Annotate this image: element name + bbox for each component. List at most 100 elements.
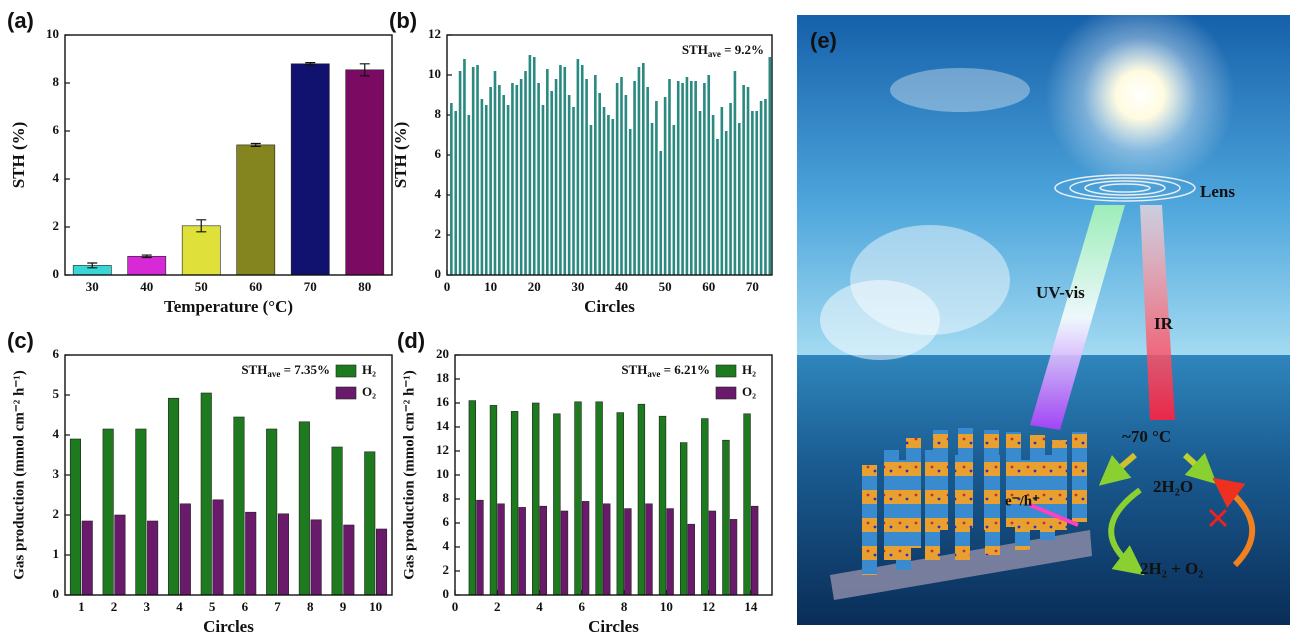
- products-label: 2H₂ + O₂: [1140, 559, 1203, 578]
- bar: [179, 503, 191, 596]
- x-tick-label: 80: [358, 279, 371, 294]
- bar: [724, 131, 728, 275]
- y-tick-label: 6: [53, 122, 60, 137]
- bar: [668, 79, 671, 275]
- y-tick-label: 12: [436, 442, 449, 457]
- bar: [331, 446, 343, 596]
- ir-label: IR: [1154, 314, 1174, 333]
- bar: [524, 71, 527, 275]
- bar: [484, 105, 488, 275]
- x-tick-label: 10: [660, 599, 673, 614]
- bar: [290, 63, 330, 276]
- error-bar: [141, 254, 152, 259]
- plot-frame: [454, 354, 773, 596]
- bar: [553, 413, 561, 596]
- x-tick-label: 6: [242, 599, 249, 614]
- bar: [364, 451, 376, 596]
- x-axis-label: Circles: [203, 617, 254, 635]
- bar: [681, 83, 684, 275]
- x-tick-label: 50: [195, 279, 208, 294]
- x-tick-label: 6: [579, 599, 586, 614]
- bar: [532, 57, 536, 275]
- y-tick-label: 4: [443, 538, 450, 553]
- legend-swatch: [715, 364, 737, 378]
- bar: [498, 85, 501, 275]
- bar: [147, 520, 159, 596]
- y-tick-label: 20: [436, 346, 449, 361]
- bar: [642, 63, 645, 275]
- bar: [611, 119, 615, 275]
- bar: [550, 91, 554, 275]
- bar: [266, 428, 278, 596]
- y-tick-label: 0: [443, 586, 450, 601]
- bar: [245, 511, 257, 596]
- y-tick-label: 14: [436, 418, 450, 433]
- bar: [563, 67, 567, 275]
- panel-label: (d): [397, 328, 425, 353]
- bar: [168, 397, 180, 596]
- x-tick-label: 60: [702, 279, 715, 294]
- annotation-main: STH: [621, 362, 647, 377]
- legend-swatch: [335, 386, 357, 400]
- panel-label: (c): [7, 328, 34, 353]
- cloud: [890, 68, 1030, 112]
- y-tick-label: 4: [53, 170, 60, 185]
- bar: [733, 71, 737, 275]
- y-tick-label: 2: [443, 562, 450, 577]
- bar: [518, 507, 526, 596]
- bar: [519, 79, 523, 275]
- bar: [463, 59, 466, 275]
- error-bar: [250, 142, 261, 147]
- x-tick-label: 10: [484, 279, 497, 294]
- annotation: STHave = 7.35%: [241, 362, 330, 379]
- carrier-label: e⁻/h⁺: [1005, 493, 1040, 509]
- bar: [511, 83, 514, 275]
- bar: [751, 111, 754, 275]
- x-axis-label: Circles: [584, 297, 635, 316]
- bar: [114, 514, 126, 596]
- bar: [737, 123, 741, 275]
- bar: [729, 519, 738, 596]
- bar: [310, 519, 322, 596]
- bar: [633, 81, 636, 275]
- x-tick-label: 8: [307, 599, 314, 614]
- error-bar: [305, 62, 316, 66]
- error-bar: [359, 63, 370, 77]
- y-tick-label: 6: [435, 146, 442, 161]
- bar: [663, 97, 667, 275]
- y-tick-label: 10: [436, 466, 449, 481]
- x-tick-label: 2: [111, 599, 118, 614]
- y-tick-label: 6: [443, 514, 450, 529]
- x-tick-label: 10: [369, 599, 382, 614]
- bar: [708, 510, 717, 596]
- bar: [69, 438, 81, 596]
- annotation: STHave = 6.21%: [621, 362, 710, 379]
- plot-frame: [64, 34, 393, 276]
- bar: [716, 139, 719, 275]
- bar: [510, 411, 519, 596]
- bar: [689, 81, 693, 275]
- bar: [572, 107, 575, 275]
- y-tick-label: 2: [435, 226, 442, 241]
- bar: [480, 99, 484, 275]
- x-tick-label: 4: [536, 599, 543, 614]
- panel-label: (a): [7, 8, 34, 33]
- uv-label: UV-vis: [1036, 283, 1085, 302]
- heat-arrow: [1182, 452, 1217, 485]
- bar: [127, 255, 167, 276]
- bar: [759, 101, 763, 275]
- bar: [102, 428, 114, 596]
- bar: [616, 412, 624, 596]
- plot-frame: [446, 34, 773, 276]
- bar: [750, 505, 759, 596]
- x-tick-label: 9: [340, 599, 347, 614]
- bar: [567, 95, 571, 275]
- bar: [539, 505, 548, 596]
- y-axis-label: STH (%): [9, 122, 28, 189]
- bar: [236, 144, 276, 276]
- bar: [489, 87, 492, 275]
- bar: [703, 83, 706, 275]
- legend-swatch: [335, 364, 357, 378]
- x-tick-label: 14: [744, 599, 758, 614]
- illustration: (e) Lens UV-vis IR ~70 °C 2H₂O 2H₂ + O₂ …: [797, 15, 1290, 625]
